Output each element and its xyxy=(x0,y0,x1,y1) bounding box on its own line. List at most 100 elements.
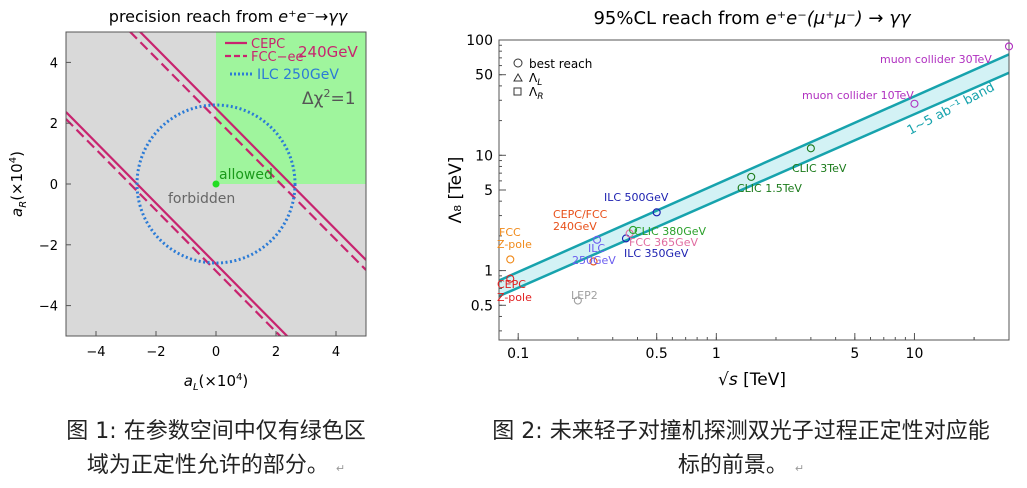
legend-best-reach: best reach xyxy=(529,57,592,71)
best-reach-marker xyxy=(629,225,638,235)
label-fcc365: FCC 365GeV xyxy=(629,236,698,249)
label-cepc-z1: CEPC xyxy=(497,278,526,291)
label-cepcfcc2: 240GeV xyxy=(553,220,597,233)
label-ilc250-2: 250GeV xyxy=(572,254,616,267)
best-reach-marker xyxy=(506,255,515,264)
figure-2-scatter-plot: 95%CL reach from e⁺e⁻(μ⁺μ⁻) → γγ 0.1 0.5 1… xyxy=(447,8,1014,390)
cepc-line-upper xyxy=(138,32,366,261)
caption-2-line-1: 图 2: 未来轻子对撞机探测双光子过程正定性对应能 xyxy=(492,419,990,444)
figure-2-y-axis-label: Λ₈ [TeV] xyxy=(447,157,466,224)
label-mu10: muon collider 10TeV xyxy=(802,89,914,102)
band-upper-line xyxy=(499,53,1009,282)
label-clic380: CLIC 380GeV xyxy=(634,225,707,238)
x-tick-label: −4 xyxy=(86,345,105,360)
figure-1-y-axis-label: aR(×104) xyxy=(8,151,29,217)
paragraph-mark-2: ↵ xyxy=(794,462,805,475)
x-tick-label: 1 xyxy=(712,346,721,362)
y-tick-label: 2 xyxy=(50,117,58,132)
data-point xyxy=(747,172,756,181)
figure-2-caption: 图 2: 未来轻子对撞机探测双光子过程正定性对应能 标的前景。 ↵ xyxy=(455,415,1027,486)
legend-lambda-l: ΛL xyxy=(529,71,542,88)
figure-2-x-axis-label: √s [TeV] xyxy=(718,370,786,390)
forbidden-label: forbidden xyxy=(168,191,235,207)
label-ilc250-1: ILC xyxy=(588,242,605,255)
legend-chi2: Δχ2=1 xyxy=(302,87,356,109)
best-reach-marker xyxy=(589,257,598,266)
y-tick-label: 1 xyxy=(484,264,493,280)
label-lep2: LEP2 xyxy=(571,289,598,302)
data-point xyxy=(573,296,582,305)
best-reach-marker xyxy=(806,144,815,153)
fcc-line-lower xyxy=(66,118,282,336)
ilc-circle xyxy=(135,103,297,265)
fcc-line-upper xyxy=(128,32,366,271)
figure-2-y-ticks: 100 50 10 5 1 0.5 xyxy=(466,33,506,332)
y-tick-label: 4 xyxy=(50,56,58,71)
best-reach-marker xyxy=(573,296,582,305)
best-reach-marker xyxy=(592,235,602,244)
y-tick-label: 100 xyxy=(466,33,493,49)
figure-2-x-ticks: 0.1 0.5 1 5 10 xyxy=(507,333,1010,362)
data-point xyxy=(506,255,515,264)
x-tick-label: 5 xyxy=(850,346,859,362)
figure-1-legend: CEPC FCC−ee 240GeV ILC 250GeV Δχ2=1 xyxy=(225,37,358,109)
origin-point xyxy=(212,180,220,188)
label-mu30: muon collider 30TeV xyxy=(880,53,992,66)
figure-1-x-ticks: −4 −2 0 2 4 xyxy=(86,331,340,360)
caption-1-line-1: 图 1: 在参数空间中仅有绿色区 xyxy=(66,419,366,444)
x-tick-label: 0.5 xyxy=(646,346,668,362)
data-point xyxy=(1004,42,1014,51)
label-clic15: CLIC 1.5TeV xyxy=(737,182,802,195)
x-tick-label: −2 xyxy=(146,345,165,360)
plot-1-area: allowed forbidden xyxy=(65,31,367,337)
x-tick-label: 0.1 xyxy=(507,346,529,362)
legend-energy-240: 240GeV xyxy=(298,43,358,61)
caption-1-line-2: 域为正定性允许的部分。 xyxy=(86,453,329,478)
label-ilc500: ILC 500GeV xyxy=(604,191,669,204)
x-tick-label: 0 xyxy=(212,345,220,360)
best-reach-marker xyxy=(506,274,515,283)
label-fcc-z2: Z-pole xyxy=(497,238,532,251)
best-reach-marker xyxy=(1004,42,1014,51)
data-point xyxy=(592,235,602,244)
figure-1-caption: 图 1: 在参数空间中仅有绿色区 域为正定性允许的部分。 ↵ xyxy=(0,415,432,486)
figure-1-y-ticks: 4 2 0 −2 −4 xyxy=(39,56,71,315)
figure-1-region-plot: precision reach from e⁺e⁻→γγ allowed for… xyxy=(8,7,367,393)
data-point xyxy=(910,99,919,108)
y-tick-label: 0.5 xyxy=(471,298,493,314)
caption-1-line-2-wrap: 域为正定性允许的部分。 ↵ xyxy=(0,449,432,486)
label-clic3: CLIC 3TeV xyxy=(792,162,847,175)
band-lower-line xyxy=(499,71,1009,298)
figure-2-point-labels: CEPC Z-pole FCC Z-pole CEPC/FCC 240GeV I… xyxy=(497,53,992,304)
figure-2-legend: best reach ΛL ΛR xyxy=(513,57,592,102)
figure-1-title: precision reach from e⁺e⁻→γγ xyxy=(109,7,349,26)
figure-2-data-points xyxy=(506,42,1014,305)
legend-cepc: CEPC xyxy=(251,37,285,52)
legend-ilc: ILC 250GeV xyxy=(257,67,339,83)
label-ilc350: ILC 350GeV xyxy=(624,247,689,260)
best-reach-marker xyxy=(910,99,919,108)
x-tick-label: 10 xyxy=(906,346,924,362)
data-point xyxy=(806,144,815,153)
y-tick-label: 0 xyxy=(50,178,58,193)
data-point xyxy=(629,225,638,235)
label-cepc-z2: Z-pole xyxy=(497,291,532,304)
best-reach-marker xyxy=(747,172,756,181)
y-tick-label: −2 xyxy=(39,239,58,254)
label-fcc-z1: FCC xyxy=(499,226,521,239)
y-tick-label: 50 xyxy=(475,68,493,84)
data-point xyxy=(589,257,598,266)
y-tick-label: −4 xyxy=(39,300,58,315)
data-point xyxy=(506,274,515,283)
paragraph-mark-1: ↵ xyxy=(335,462,346,475)
legend-lambda-r: ΛR xyxy=(529,85,543,102)
figure-2-title: 95%CL reach from e⁺e⁻(μ⁺μ⁻) → γγ xyxy=(593,8,911,29)
caption-2-line-2: 标的前景。 xyxy=(677,453,788,478)
best-reach-marker xyxy=(652,208,661,217)
y-tick-label: 10 xyxy=(475,148,493,164)
x-tick-label: 2 xyxy=(272,345,280,360)
cepc-line-lower xyxy=(66,111,289,336)
x-tick-label: 4 xyxy=(332,345,340,360)
label-cepcfcc1: CEPC/FCC xyxy=(553,208,608,221)
y-tick-label: 5 xyxy=(484,183,493,199)
